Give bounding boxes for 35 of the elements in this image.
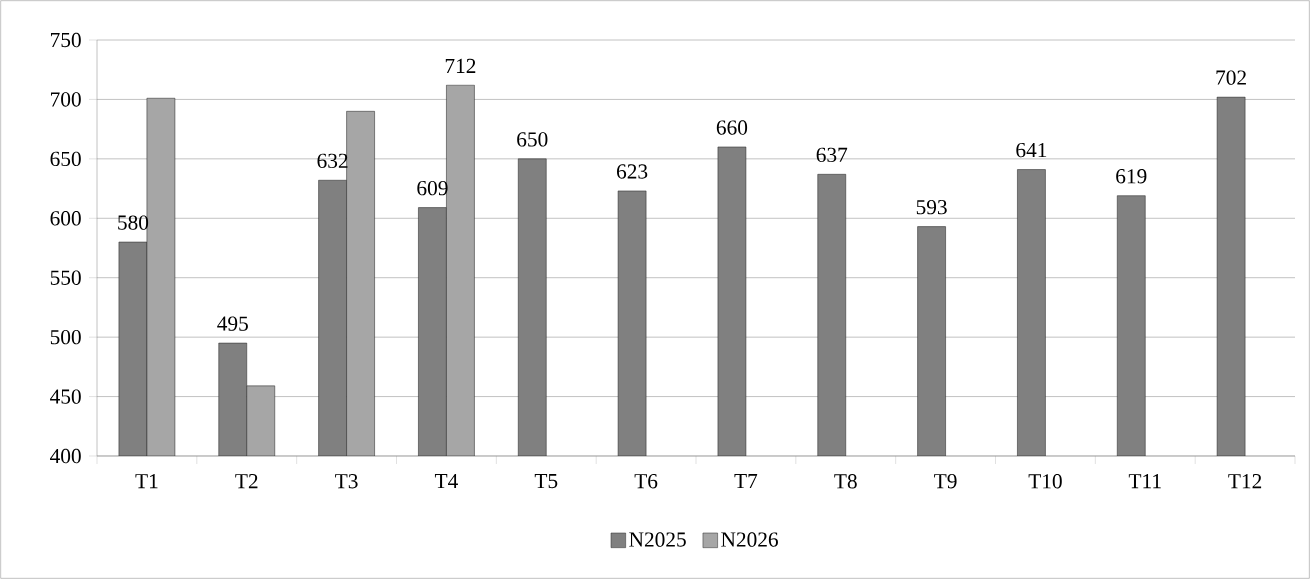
x-tick-label: T3 <box>335 474 358 489</box>
x-tick-label: T8 <box>834 474 857 489</box>
x-tick-label: T1 <box>135 474 158 489</box>
data-label: 623 <box>617 164 648 179</box>
data-label: 660 <box>716 120 748 135</box>
data-label: 619 <box>1116 169 1147 184</box>
y-tick-label: 400 <box>50 448 81 464</box>
x-tick-label: T11 <box>1128 474 1161 489</box>
x-tick-label: T10 <box>1028 474 1062 489</box>
data-label: 702 <box>1216 70 1246 85</box>
x-tick-label: T2 <box>235 474 258 489</box>
y-tick-label: 750 <box>51 32 81 48</box>
data-label: 632 <box>317 153 348 168</box>
x-tick-label: T4 <box>434 474 458 489</box>
y-tick-label: 500 <box>50 329 81 345</box>
data-label: 609 <box>417 180 448 196</box>
x-tick-label: T7 <box>734 474 758 489</box>
legend-label: N2026 <box>721 532 778 547</box>
data-label: 593 <box>916 200 947 215</box>
y-tick-label: 650 <box>50 151 81 167</box>
x-tick-label: T5 <box>534 474 558 489</box>
data-label: 650 <box>517 132 548 147</box>
legend-label: N2025 <box>629 532 686 547</box>
x-tick-label: T9 <box>934 474 957 489</box>
data-label: 495 <box>217 316 248 331</box>
data-label: 712 <box>445 58 476 73</box>
data-label: 641 <box>1016 142 1047 158</box>
y-tick-label: 450 <box>50 389 81 404</box>
y-tick-label: 700 <box>51 92 81 107</box>
x-tick-label: T12 <box>1228 474 1262 489</box>
data-label: 637 <box>816 147 848 163</box>
y-tick-label: 600 <box>50 211 81 226</box>
data-label: 580 <box>118 215 149 230</box>
y-tick-label: 550 <box>50 270 81 285</box>
x-tick-label: T6 <box>634 474 658 489</box>
